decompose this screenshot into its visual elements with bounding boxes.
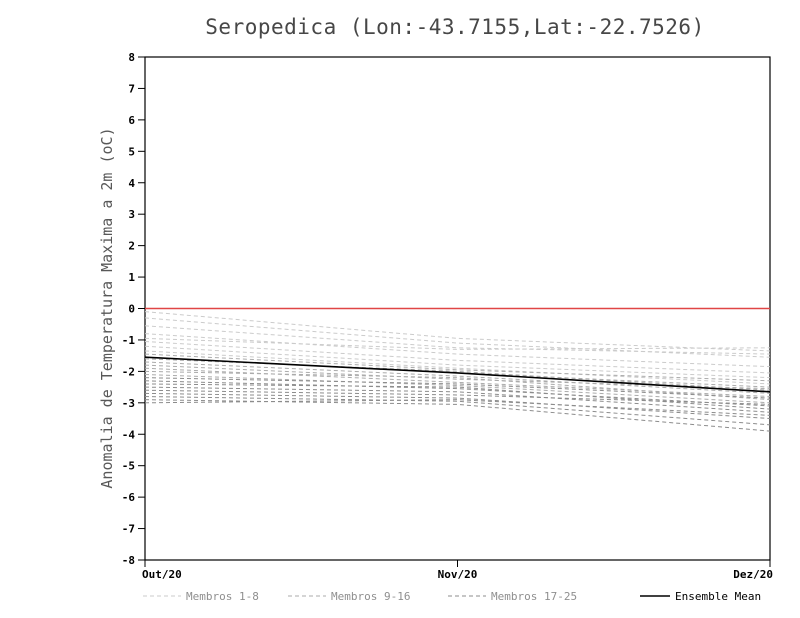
ensemble-member-line — [144, 374, 771, 404]
legend-item-label: Membros 1-8 — [186, 590, 259, 603]
x-tick-label: Nov/20 — [438, 568, 478, 581]
ensemble-member-line — [144, 317, 771, 358]
x-tick-label: Out/20 — [142, 568, 182, 581]
legend-item-label: Membros 17-25 — [491, 590, 577, 603]
ensemble-member-line — [144, 392, 771, 420]
ensemble-member-line — [144, 389, 771, 405]
legend-item: Membros 9-16 — [288, 590, 410, 603]
y-tick-label: -4 — [122, 428, 136, 441]
ensemble-member-line — [144, 337, 771, 350]
legend-item: Membros 1-8 — [143, 590, 259, 603]
y-tick-label: 6 — [128, 114, 135, 127]
y-tick-label: -6 — [122, 491, 136, 504]
ensemble-member-line — [144, 345, 771, 379]
y-tick-label: 5 — [128, 145, 135, 158]
y-tick-label: -1 — [122, 334, 136, 347]
y-tick-label: 7 — [128, 82, 135, 95]
ensemble-member-line — [144, 370, 771, 401]
y-tick-label: -5 — [122, 460, 135, 473]
y-tick-label: 8 — [128, 51, 135, 64]
chart-title: Seropedica (Lon:-43.7155,Lat:-22.7526) — [205, 15, 704, 39]
y-tick-label: -8 — [122, 554, 135, 567]
ensemble-member-line — [144, 361, 771, 394]
y-tick-label: 2 — [128, 240, 135, 253]
ensemble-member-line — [144, 356, 771, 388]
legend-item: Membros 17-25 — [448, 590, 577, 603]
y-tick-label: 0 — [128, 303, 135, 316]
y-tick-label: -7 — [122, 523, 135, 536]
y-tick-label: -2 — [122, 365, 135, 378]
legend: Membros 1-8 Membros 9-16 Membros 17-25 E… — [143, 590, 761, 603]
ensemble-member-line — [144, 367, 771, 398]
ensemble-member-line — [144, 386, 771, 413]
ensemble-member-line — [144, 377, 771, 399]
y-tick-label: 1 — [128, 271, 135, 284]
y-tick-label: 3 — [128, 208, 135, 221]
ensemble-member-line — [144, 380, 771, 407]
y-axis-label: Anomalia de Temperatura Maxima a 2m (oC) — [98, 127, 116, 488]
ensemble-member-line — [144, 399, 771, 432]
ensemble-member-line — [144, 399, 771, 416]
ensemble-member-line — [144, 358, 771, 391]
ensemble-member-line — [144, 383, 771, 410]
y-tick-label: 4 — [128, 177, 135, 190]
ensemble-member-line — [144, 333, 771, 368]
plot-area: -8 -7 -6 -5 -4 -3 -2 -1 0 1 2 3 4 5 6 7 8 Out/20 Nov/20 Dez… — [122, 51, 773, 581]
y-tick-label: -3 — [122, 397, 135, 410]
ensemble-member-line — [144, 341, 771, 374]
legend-item-label: Membros 9-16 — [331, 590, 410, 603]
x-tick-label: Dez/20 — [733, 568, 773, 581]
ensemble-member-line — [144, 350, 771, 385]
ensemble-member-line — [144, 353, 771, 382]
legend-item-label: Ensemble Mean — [675, 590, 761, 603]
legend-item: Ensemble Mean — [640, 590, 761, 603]
ensemble-member-line — [144, 311, 771, 352]
ensemble-mean-line — [144, 356, 771, 393]
ensemble-member-line — [144, 396, 771, 426]
ensemble-member-line — [144, 325, 771, 355]
